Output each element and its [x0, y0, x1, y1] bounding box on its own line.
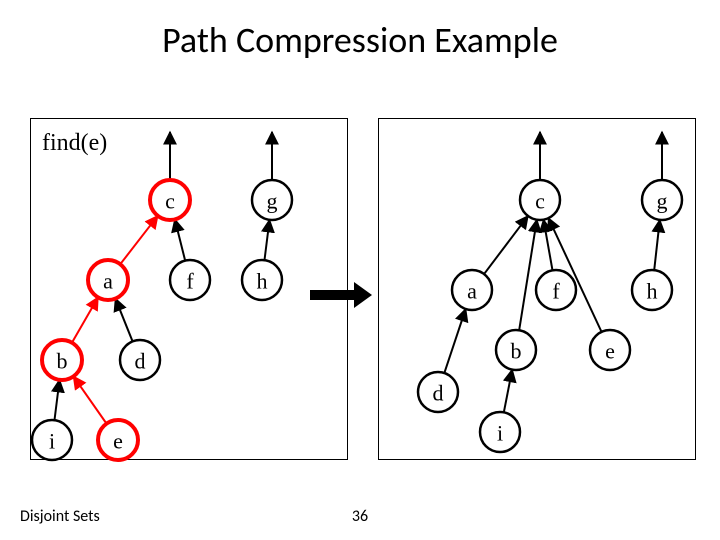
- svg-text:a: a: [103, 269, 113, 294]
- tree-edge: [544, 220, 553, 271]
- tree-edge: [504, 370, 512, 413]
- tree-node-e: e: [590, 330, 630, 370]
- svg-text:h: h: [257, 269, 268, 294]
- svg-text:b: b: [57, 349, 68, 374]
- transition-arrow-icon: [310, 282, 372, 308]
- tree-edge: [264, 220, 269, 260]
- svg-text:c: c: [535, 189, 545, 214]
- tree-edge: [519, 220, 537, 331]
- svg-text:f: f: [186, 269, 194, 294]
- tree-edge: [54, 380, 59, 420]
- tree-node-g: g: [642, 180, 682, 220]
- tree-node-c: c: [150, 180, 190, 220]
- tree-node-d: d: [120, 340, 160, 380]
- page-number: 36: [0, 507, 720, 526]
- svg-text:h: h: [647, 279, 658, 304]
- svg-text:i: i: [497, 421, 503, 446]
- tree-node-f: f: [536, 270, 576, 310]
- svg-text:c: c: [165, 189, 175, 214]
- tree-node-h: h: [632, 270, 672, 310]
- diagram-svg: c g a f h b d i e c g a f h b e d i: [0, 0, 720, 540]
- tree-node-d: d: [418, 372, 458, 412]
- svg-text:e: e: [113, 429, 123, 454]
- svg-text:i: i: [49, 429, 55, 454]
- tree-node-e: e: [98, 420, 138, 460]
- tree-node-b: b: [42, 340, 82, 380]
- tree-edge: [484, 216, 528, 274]
- tree-node-b: b: [496, 330, 536, 370]
- tree-edge: [175, 219, 185, 260]
- svg-text:e: e: [605, 339, 615, 364]
- tree-edge: [72, 297, 98, 342]
- tree-node-i: i: [480, 412, 520, 452]
- tree-edge: [73, 376, 106, 423]
- svg-text:g: g: [657, 189, 668, 214]
- tree-edge: [444, 309, 465, 373]
- svg-text:f: f: [552, 279, 560, 304]
- svg-text:b: b: [511, 339, 522, 364]
- tree-node-c: c: [520, 180, 560, 220]
- tree-node-f: f: [170, 260, 210, 300]
- svg-text:a: a: [467, 279, 477, 304]
- tree-node-a: a: [452, 270, 492, 310]
- tree-node-i: i: [32, 420, 72, 460]
- tree-node-h: h: [242, 260, 282, 300]
- tree-edge: [115, 299, 132, 342]
- tree-edge: [654, 220, 660, 270]
- tree-node-a: a: [88, 260, 128, 300]
- svg-text:d: d: [135, 349, 146, 374]
- tree-node-g: g: [252, 180, 292, 220]
- tree-edge: [120, 216, 157, 264]
- svg-text:g: g: [267, 189, 278, 214]
- svg-text:d: d: [433, 381, 444, 406]
